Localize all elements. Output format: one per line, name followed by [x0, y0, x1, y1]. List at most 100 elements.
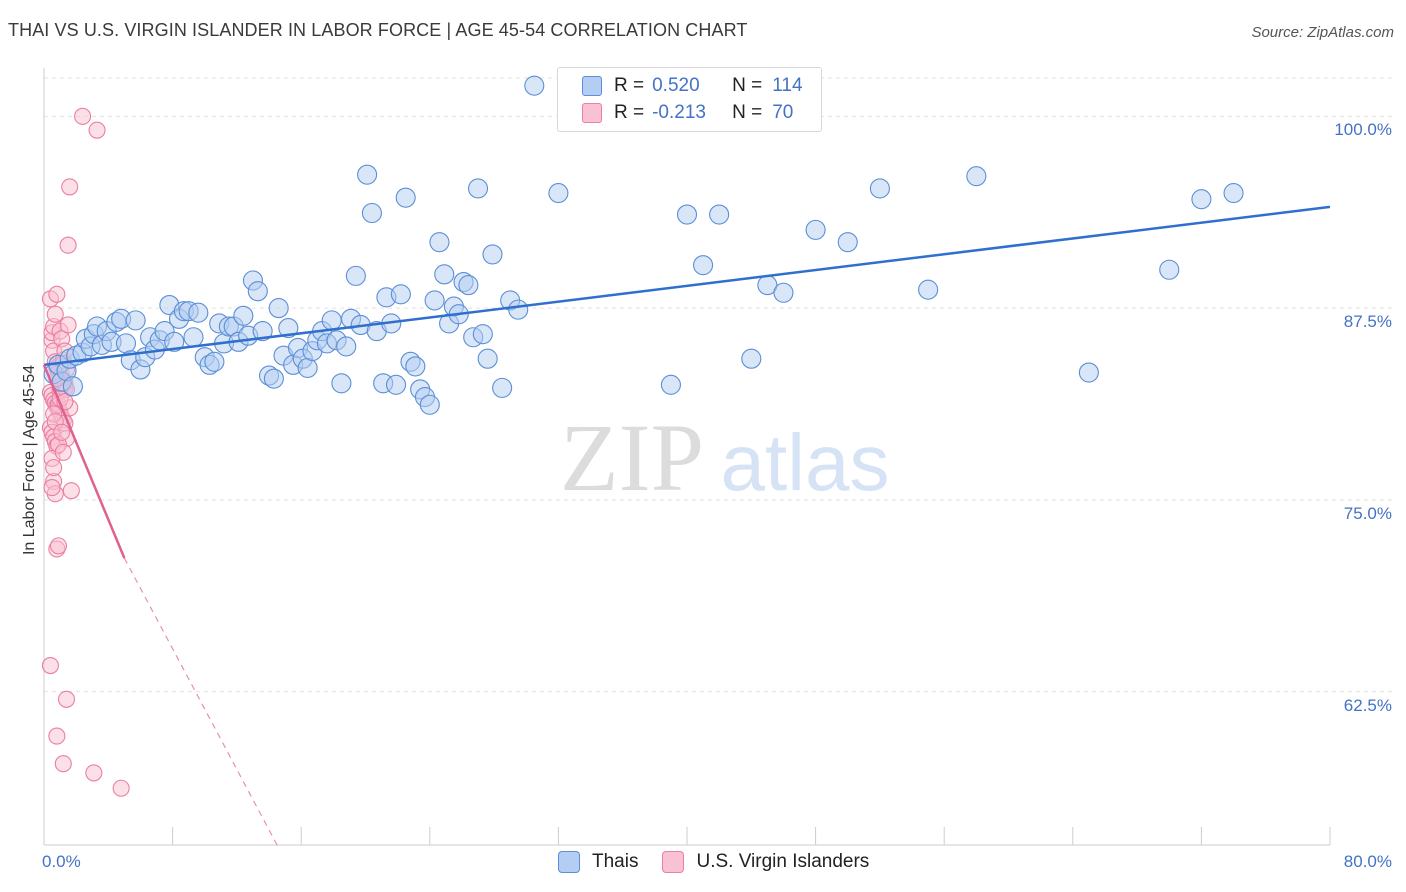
legend-row-usvi: R = -0.213 N = 70 — [582, 101, 793, 125]
thai-point — [1078, 362, 1099, 383]
usvi-point — [62, 482, 80, 500]
y-tick-label: 62.5% — [1343, 695, 1392, 715]
usvi-point — [88, 121, 106, 139]
thai-point — [676, 204, 698, 225]
thai-point — [805, 219, 826, 240]
thai-point — [357, 164, 378, 185]
chart-title: THAI VS U.S. VIRGIN ISLANDER IN LABOR FO… — [8, 20, 748, 40]
usvi-trend-extension — [123, 557, 278, 846]
thai-trend-line — [43, 205, 1331, 367]
usvi-point — [53, 423, 71, 441]
thai-point — [429, 232, 450, 253]
thai-point — [918, 279, 939, 300]
thai-point — [204, 351, 225, 372]
usvi-point — [74, 107, 92, 125]
thai-point — [62, 376, 83, 397]
thai-point — [278, 317, 299, 339]
x-tick-label-min: 0.0% — [42, 852, 81, 871]
thai-point — [361, 202, 382, 224]
source-label: Source: ZipAtlas.com — [1251, 24, 1394, 41]
thai-point — [405, 356, 426, 377]
series-legend: Thais U.S. Virgin Islanders — [558, 851, 893, 873]
thai-point — [548, 183, 569, 204]
usvi-point — [46, 305, 64, 323]
usvi-point — [59, 316, 77, 334]
usvi-point — [54, 443, 72, 461]
thai-point — [345, 265, 366, 286]
y-tick-label: 87.5% — [1343, 312, 1392, 332]
legend-n-value: 70 — [772, 102, 794, 123]
thai-point — [268, 298, 289, 319]
thai-point — [434, 264, 455, 285]
legend-r-value: 0.520 — [652, 75, 700, 96]
thai-point — [331, 373, 352, 394]
thai-point — [508, 299, 529, 320]
thai-point — [1223, 183, 1244, 204]
thai-point — [321, 310, 342, 331]
thai-point — [188, 302, 209, 323]
thai-point — [263, 368, 284, 389]
usvi-point — [43, 479, 61, 497]
thai-point — [660, 374, 681, 395]
thai-point — [1191, 189, 1212, 210]
legend-r-value: -0.213 — [652, 102, 706, 123]
usvi-point — [85, 764, 103, 782]
usvi-point — [41, 656, 59, 675]
thai-point — [1159, 259, 1180, 280]
legend-n-value: 114 — [772, 75, 803, 96]
legend-n-label: N = — [732, 102, 763, 123]
x-tick-label-max: 80.0% — [1343, 852, 1392, 871]
thai-point — [458, 275, 479, 296]
usvi-point — [54, 755, 72, 773]
series-swatch-thais — [558, 851, 580, 873]
usvi-trend-line — [42, 364, 126, 559]
thai-points — [43, 75, 1244, 415]
grid-lines — [44, 77, 1392, 693]
series-label-usvi: U.S. Virgin Islanders — [696, 851, 870, 872]
thai-point — [115, 333, 137, 354]
legend-r-label: R = — [614, 102, 645, 123]
usvi-points — [41, 107, 130, 797]
legend-n-label: N = — [732, 75, 763, 96]
legend-r-label: R = — [614, 75, 645, 96]
thai-point — [869, 178, 890, 199]
thai-point — [247, 281, 268, 302]
series-legend-thais: Thais — [558, 851, 638, 873]
series-legend-usvi: U.S. Virgin Islanders — [662, 851, 869, 873]
trend-lines — [42, 205, 1331, 846]
thai-point — [252, 321, 273, 342]
thai-point — [467, 178, 489, 199]
usvi-point — [57, 690, 76, 708]
thai-point — [524, 75, 545, 96]
thai-point — [385, 374, 407, 395]
y-tick-label: 75.0% — [1343, 503, 1392, 523]
thai-point — [125, 310, 146, 331]
legend-row-thais: R = 0.520 N = 114 — [582, 74, 803, 98]
legend-swatch-thais — [582, 76, 602, 96]
usvi-point — [45, 459, 63, 477]
watermark-atlas: atlas — [721, 418, 890, 507]
series-label-thais: Thais — [592, 851, 639, 872]
thai-point — [482, 244, 503, 265]
thai-point — [395, 187, 416, 208]
thai-point — [233, 305, 254, 326]
usvi-point — [48, 285, 66, 303]
thai-point — [477, 348, 498, 369]
thai-point — [492, 377, 513, 398]
thai-point — [164, 331, 185, 352]
thai-point — [966, 166, 987, 187]
thai-point — [709, 204, 730, 225]
stats-legend: R = 0.520 N = 114 R = -0.213 N = 70 — [557, 67, 822, 132]
thai-point — [336, 336, 357, 357]
thai-point — [297, 357, 318, 378]
thai-point — [472, 324, 493, 345]
watermark-zip: ZIP — [560, 404, 704, 511]
thai-point — [741, 348, 762, 369]
y-tick-label: 100.0% — [1334, 120, 1392, 140]
thai-point — [183, 327, 204, 348]
series-swatch-usvi — [662, 851, 685, 873]
legend-swatch-usvi — [582, 103, 602, 123]
usvi-point — [61, 178, 79, 196]
thai-point — [693, 255, 714, 276]
